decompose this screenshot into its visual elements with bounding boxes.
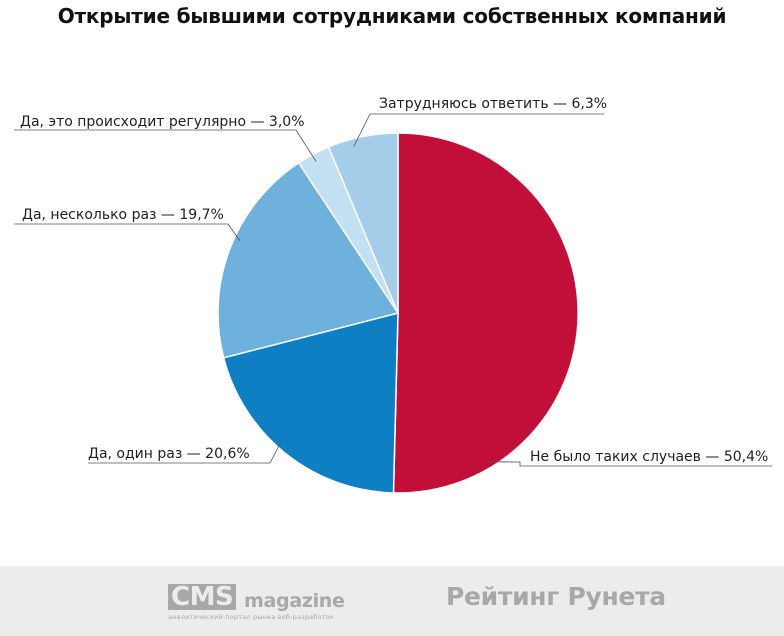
pie-chart: Не было таких случаев — 50,4% Да, один ра… <box>14 96 772 494</box>
runet-rating-logo[interactable]: Рейтинг Рунета <box>446 582 666 611</box>
leader-line <box>14 129 317 162</box>
slice-label: Да, это происходит регулярно — 3,0% <box>20 114 305 130</box>
leader-line <box>14 223 241 241</box>
leader-line <box>488 461 772 467</box>
slice-label: Да, один раз — 20,6% <box>88 446 250 462</box>
leader-line <box>88 441 282 464</box>
pie-slices <box>217 132 579 494</box>
leader-lines <box>14 113 772 467</box>
pie-slice[interactable] <box>392 132 579 494</box>
slice-labels: Не было таких случаев — 50,4% Да, один ра… <box>20 96 768 465</box>
cms-logo-tagline: аналитический портал рынка веб-разработо… <box>168 613 335 621</box>
slice-label: Да, несколько раз — 19,7% <box>22 207 224 223</box>
chart-title: Открытие бывшими сотрудниками собственны… <box>57 4 727 28</box>
footer-bar: CMS magazine аналитический портал рынка … <box>0 566 784 636</box>
cms-logo-word: magazine <box>244 590 345 612</box>
pie-slice[interactable] <box>222 312 399 494</box>
leader-line <box>353 113 604 147</box>
slice-label: Не было таких случаев — 50,4% <box>530 449 768 465</box>
cms-magazine-logo[interactable]: CMS magazine аналитический портал рынка … <box>168 584 368 621</box>
pie-slice[interactable] <box>327 132 399 314</box>
cms-logo-box: CMS <box>168 584 237 610</box>
slice-label: Затрудняюсь ответить — 6,3% <box>379 96 607 112</box>
pie-slice[interactable] <box>217 162 399 359</box>
